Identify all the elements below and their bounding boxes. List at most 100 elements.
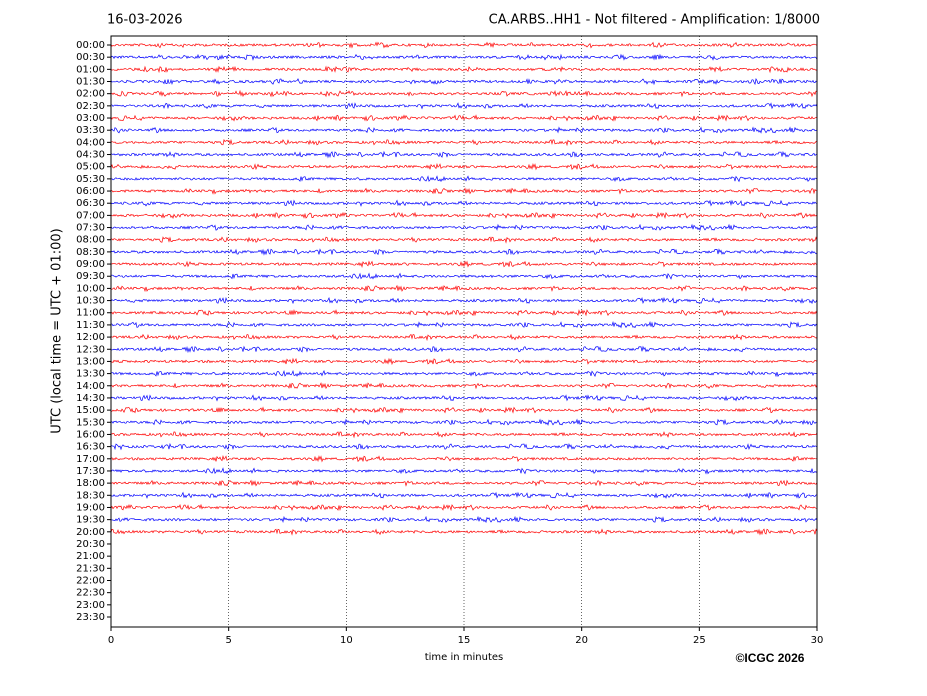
trace — [110, 236, 818, 244]
trace — [110, 467, 818, 475]
trace — [110, 442, 818, 451]
x-tick-label: 5 — [225, 635, 231, 646]
y-tick-label: 00:00 — [76, 40, 105, 51]
y-tick-label: 08:00 — [76, 235, 105, 246]
trace — [110, 369, 817, 378]
y-tick-label: 13:00 — [76, 356, 105, 367]
y-tick-label: 13:30 — [76, 369, 105, 380]
trace — [111, 333, 818, 342]
y-tick-label: 17:30 — [76, 466, 105, 477]
y-tick-label: 08:30 — [76, 247, 105, 258]
y-tick-label: 02:30 — [76, 101, 105, 112]
y-tick-label: 18:00 — [76, 478, 105, 489]
x-tick-label: 20 — [575, 635, 588, 646]
y-tick-label: 06:30 — [76, 198, 105, 209]
chart-title: CA.ARBS..HH1 - Not filtered - Amplificat… — [489, 13, 820, 28]
y-tick-label: 16:00 — [76, 429, 105, 440]
trace — [110, 503, 818, 512]
trace — [110, 162, 818, 171]
trace — [110, 272, 818, 280]
y-tick-label: 19:00 — [76, 502, 105, 513]
y-tick-label: 12:30 — [76, 344, 105, 355]
y-tick-label: 06:00 — [76, 186, 105, 197]
y-tick-label: 10:00 — [76, 283, 105, 294]
credit: ©ICGC 2026 — [736, 651, 805, 665]
trace — [111, 406, 818, 414]
y-tick-label: 02:00 — [76, 89, 105, 100]
y-tick-label: 23:30 — [76, 612, 105, 623]
trace — [110, 187, 818, 195]
y-tick-label: 01:30 — [76, 77, 105, 88]
y-tick-label: 05:00 — [76, 162, 105, 173]
x-tick-label: 0 — [108, 635, 114, 646]
y-tick-label: 14:30 — [76, 393, 105, 404]
trace — [110, 321, 818, 329]
trace — [110, 309, 818, 317]
x-tick-label: 15 — [458, 635, 471, 646]
y-tick-label: 16:30 — [76, 442, 105, 453]
x-axis-label: time in minutes — [425, 652, 504, 663]
trace — [110, 418, 818, 426]
trace — [110, 455, 818, 463]
trace — [110, 528, 818, 536]
trace — [110, 89, 818, 98]
x-tick-label: 30 — [811, 635, 824, 646]
trace — [110, 345, 818, 354]
y-tick-label: 10:30 — [76, 296, 105, 307]
trace — [110, 211, 818, 220]
y-tick-label: 21:00 — [76, 551, 105, 562]
y-tick-label: 15:00 — [76, 405, 105, 416]
trace — [110, 491, 818, 499]
trace — [110, 41, 818, 49]
y-tick-label: 12:00 — [76, 332, 105, 343]
trace — [110, 175, 818, 183]
y-tick-label: 09:30 — [76, 271, 105, 282]
trace — [110, 150, 818, 159]
x-tick-label: 25 — [693, 635, 706, 646]
trace — [110, 102, 818, 110]
y-tick-label: 22:30 — [76, 588, 105, 599]
y-tick-label: 05:30 — [76, 174, 105, 185]
trace — [110, 53, 818, 61]
trace — [110, 223, 818, 232]
y-tick-label: 14:00 — [76, 381, 105, 392]
trace — [110, 296, 818, 305]
date: 16-03-2026 — [107, 13, 183, 28]
y-axis-label: UTC (local time = UTC + 01:00) — [50, 228, 65, 433]
y-tick-label: 01:00 — [76, 64, 105, 75]
trace — [110, 357, 818, 366]
trace — [110, 199, 818, 207]
y-tick-label: 20:30 — [76, 539, 105, 550]
y-tick-label: 07:30 — [76, 223, 105, 234]
y-tick-label: 03:30 — [76, 125, 105, 136]
y-tick-label: 23:00 — [76, 600, 105, 611]
x-tick-label: 10 — [340, 635, 353, 646]
trace — [110, 284, 818, 293]
trace — [110, 114, 818, 122]
y-tick-label: 19:30 — [76, 515, 105, 526]
trace — [110, 248, 818, 256]
y-tick-label: 15:30 — [76, 417, 105, 428]
trace — [110, 126, 818, 134]
y-tick-label: 00:30 — [76, 52, 105, 63]
y-tick-label: 22:00 — [76, 575, 105, 586]
y-tick-label: 07:00 — [76, 210, 105, 221]
y-tick-label: 11:30 — [76, 320, 105, 331]
trace — [110, 78, 818, 86]
plot-area — [110, 36, 818, 627]
trace — [110, 382, 818, 390]
trace — [110, 431, 818, 439]
trace — [110, 260, 818, 268]
trace — [110, 65, 818, 74]
y-tick-label: 09:00 — [76, 259, 105, 270]
trace — [110, 515, 818, 524]
y-tick-label: 21:30 — [76, 563, 105, 574]
trace — [110, 138, 818, 147]
trace — [110, 479, 818, 487]
y-tick-label: 04:30 — [76, 150, 105, 161]
y-tick-label: 11:00 — [76, 308, 105, 319]
y-tick-label: 03:00 — [76, 113, 105, 124]
y-tick-label: 17:00 — [76, 454, 105, 465]
